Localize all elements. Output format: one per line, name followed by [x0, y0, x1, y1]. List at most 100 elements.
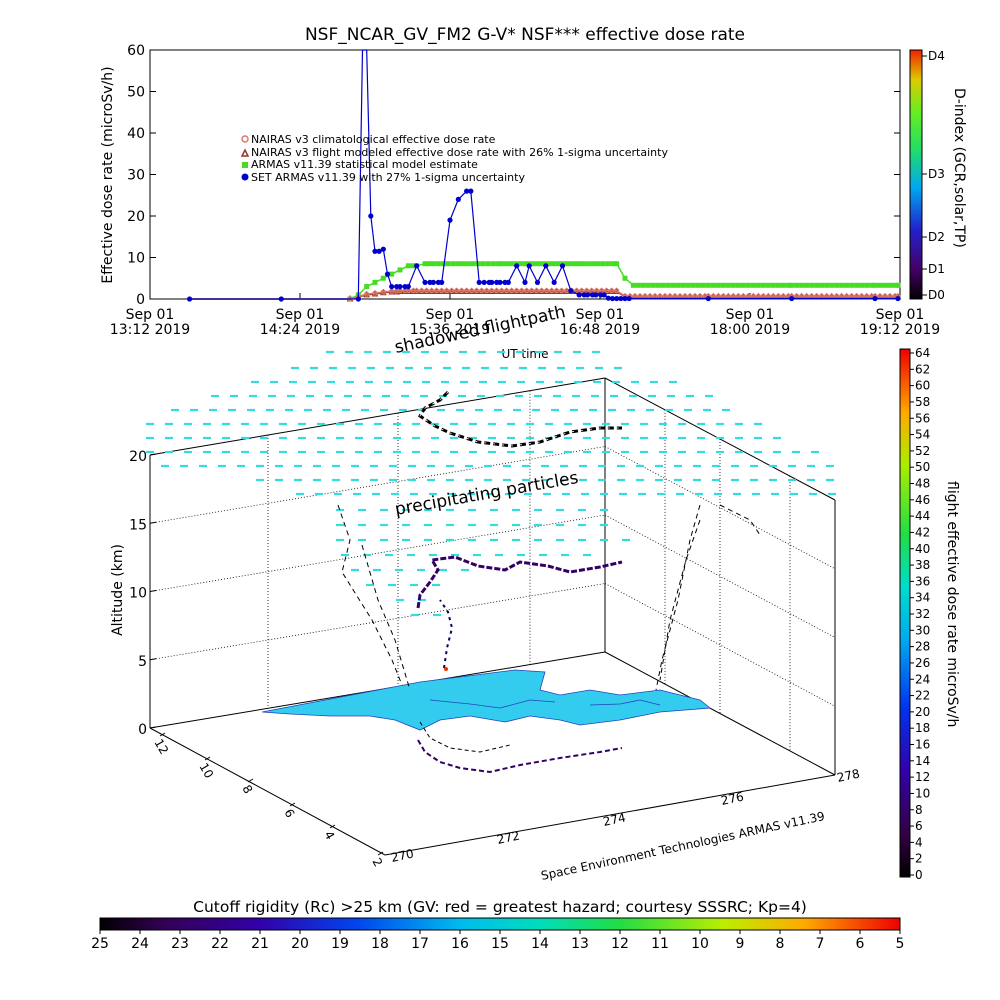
series-point — [595, 261, 601, 267]
dose-rate-tick-label: 26 — [915, 656, 930, 670]
series-point — [854, 282, 860, 288]
series-point — [809, 282, 815, 288]
coastline — [429, 699, 661, 709]
series-point — [484, 288, 490, 294]
series-point — [430, 261, 436, 267]
cutoff-rigidity-tick-label: 17 — [411, 936, 429, 952]
dose-rate-tick-label: 8 — [915, 803, 923, 817]
top-x-axis-label: UT time — [501, 347, 548, 361]
longitude-tick-label: 276 — [720, 789, 745, 807]
series-point — [522, 279, 528, 285]
series-point — [440, 261, 446, 267]
y-tick-label: 30 — [127, 168, 145, 184]
cutoff-rigidity-tick-label: 15 — [491, 936, 509, 952]
series-point — [537, 261, 543, 267]
series-point — [551, 279, 557, 285]
cutoff-rigidity-tick-label: 7 — [816, 936, 825, 952]
series-point — [605, 295, 611, 301]
latitude-tick — [247, 778, 254, 783]
cutoff-rigidity-tick-label: 13 — [571, 936, 589, 952]
x-tick-label-date: Sep 01 — [126, 307, 175, 323]
series-point — [665, 282, 671, 288]
top-y-axis-label: Effective dose rate (microSv/h) — [100, 66, 116, 283]
series-point — [567, 261, 573, 267]
series-point — [427, 279, 433, 285]
altitude-tick — [149, 590, 157, 592]
altitude-tick — [149, 726, 157, 729]
series-point — [380, 275, 386, 281]
dose-rate-tick-label: 10 — [915, 786, 930, 800]
series-point — [605, 261, 611, 267]
projection-line — [659, 519, 701, 681]
series-point — [705, 282, 711, 288]
series-point — [455, 261, 461, 267]
series-point — [626, 295, 632, 302]
series-point — [610, 261, 616, 267]
series-point — [534, 279, 541, 285]
series-point — [869, 282, 875, 288]
series-point — [544, 288, 550, 294]
series-point — [576, 292, 582, 298]
series-point — [780, 282, 786, 288]
longitude-tick-label: 274 — [602, 810, 627, 828]
dose-rate-tick-label: 24 — [915, 672, 930, 686]
3d-grid — [149, 390, 836, 751]
x-tick-label-date: Sep 01 — [426, 307, 475, 323]
series-point — [464, 288, 470, 294]
series-point — [614, 288, 620, 294]
series-point — [474, 288, 480, 294]
cutoff-rigidity-tick-label: 10 — [691, 936, 709, 952]
dose-rate-tick-label: 52 — [915, 444, 930, 458]
series-point — [427, 261, 433, 267]
dose-rate-tick-label: 32 — [915, 607, 930, 621]
dose-rate-tick-label: 42 — [915, 525, 930, 539]
latitude-tick — [289, 802, 296, 807]
dose-rate-colorbar-label: flight effective dose rate microSv/h — [944, 481, 960, 727]
series-point — [872, 282, 878, 288]
cutoff-rigidity-tick-label: 19 — [331, 936, 349, 952]
series-point — [789, 282, 795, 288]
series-point — [455, 196, 461, 202]
series-point — [794, 282, 800, 288]
series-point — [554, 288, 560, 294]
series-point — [419, 288, 425, 294]
series-point — [549, 288, 555, 294]
series-point — [414, 288, 420, 294]
series-point — [892, 282, 898, 288]
series-point — [572, 261, 578, 267]
series-point — [459, 288, 465, 294]
x-tick-label-time: 16:48 2019 — [560, 322, 640, 338]
series-point — [507, 261, 513, 267]
series-point — [690, 282, 696, 288]
series-point — [590, 261, 596, 267]
series-point — [700, 282, 706, 288]
series-point — [422, 279, 428, 285]
series-point — [522, 261, 528, 267]
latitude-tick-label: 2 — [369, 856, 385, 870]
series-point — [512, 261, 518, 267]
series-point — [562, 261, 568, 267]
altitude-tick-label: 0 — [138, 722, 147, 738]
dose-rate-tick-label: 56 — [915, 411, 930, 425]
series-point — [622, 275, 628, 281]
series-point — [454, 288, 460, 294]
series-point — [864, 282, 870, 288]
series-point — [630, 282, 636, 288]
series-point — [598, 292, 604, 298]
series-point — [494, 279, 500, 285]
latitude-tick-label: 10 — [196, 761, 216, 781]
latitude-tick — [204, 756, 211, 761]
series-point — [655, 282, 661, 288]
grid-line — [149, 514, 606, 592]
x-tick-label-time: 15:36 2019 — [410, 322, 490, 338]
cutoff-rigidity-tick-label: 8 — [776, 936, 785, 952]
series-point — [604, 288, 610, 294]
legend-marker-nairas-clim — [241, 135, 249, 143]
3d-edge — [384, 774, 836, 856]
series-point — [552, 261, 558, 267]
series-point — [814, 282, 820, 288]
y-tick-label: 50 — [127, 85, 145, 101]
chart-title: NSF_NCAR_GV_FM2 G-V* NSF*** effective do… — [305, 25, 745, 45]
